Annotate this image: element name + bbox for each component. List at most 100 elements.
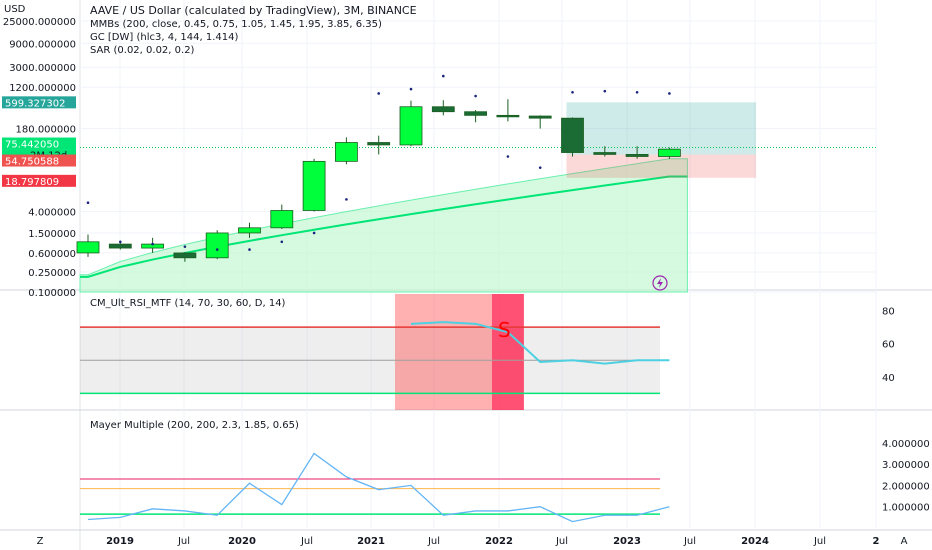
candle-body (270, 210, 294, 229)
x-tick-label: Jul (427, 536, 440, 547)
sar-dot (603, 89, 607, 93)
candle-body (76, 241, 100, 254)
candle-body (173, 252, 197, 259)
price-tick-label: 180.000000 (16, 125, 76, 136)
range-box-loss (566, 154, 756, 178)
candle-body (528, 115, 552, 119)
x-tick-label: 2020 (228, 536, 256, 547)
mayer-tick-label: 2.000000 (882, 481, 930, 492)
sar-dot (442, 74, 445, 78)
rsi-pane[interactable] (80, 294, 670, 410)
x-tick-label: 2021 (357, 536, 385, 547)
main-price-pane[interactable] (76, 74, 876, 293)
price-badge-label: 18.797809 (5, 177, 59, 188)
candle-body (205, 232, 229, 259)
candle-body (593, 152, 617, 155)
candle-body (302, 160, 326, 211)
sar-dot (409, 87, 413, 91)
rsi-overbought-highlight (395, 294, 492, 410)
price-tick-label: 1200.000000 (9, 83, 76, 94)
price-badge (2, 137, 76, 150)
candle-body (625, 154, 649, 157)
candle-body (399, 106, 423, 146)
sar-dot (377, 92, 381, 95)
rsi-line (410, 321, 670, 365)
indicator-gc-label[interactable]: GC [DW] (hlc3, 4, 144, 1.414) (90, 32, 239, 43)
candle-body (367, 142, 391, 146)
price-badge-label: 75.442050 (5, 140, 59, 151)
mayer-pane[interactable] (80, 452, 670, 523)
indicator-sar-label[interactable]: SAR (0.02, 0.02, 0.2) (90, 45, 195, 56)
mayer-tick-label: 1.000000 (882, 503, 930, 514)
x-tick-label: Jul (177, 536, 190, 547)
x-tick-label: Jul (555, 536, 568, 547)
sar-dot (119, 240, 122, 244)
candle-body (561, 117, 584, 153)
sar-dot (312, 231, 316, 235)
price-tick-label: 1.500000 (28, 229, 76, 240)
sar-dot (151, 242, 154, 246)
rsi-sell-signal: S (498, 318, 511, 342)
sar-dot (506, 155, 510, 158)
price-tick-label: 9000.000000 (9, 39, 76, 50)
x-tick-label: Jul (683, 536, 696, 547)
sar-dot (668, 92, 671, 95)
rsi-sell-highlight (491, 294, 524, 410)
sar-dot (248, 248, 251, 251)
zoom-control[interactable]: Z (37, 536, 44, 547)
x-tick-label: 2023 (613, 536, 641, 547)
x-tick-label: 2019 (106, 536, 134, 547)
sar-dot (571, 91, 574, 94)
price-tick-label: 0.100000 (28, 288, 76, 299)
mayer-line (87, 452, 670, 523)
candle-body (496, 114, 520, 118)
price-badge (2, 174, 76, 187)
candle-body (334, 142, 358, 162)
lightning-icon[interactable] (652, 275, 668, 291)
currency-label: USD (4, 4, 26, 15)
price-tick-label: 4.000000 (28, 208, 76, 219)
rsi-tick-label: 40 (882, 373, 895, 384)
gc-basis-line (80, 175, 688, 278)
indicator-mmbs-label[interactable]: MMBs (200, close, 0.45, 0.75, 1.05, 1.45… (90, 19, 382, 30)
candle-body (238, 227, 261, 234)
price-badge (2, 154, 76, 167)
sar-dot (474, 94, 477, 98)
price-tick-label: 0.250000 (28, 268, 76, 279)
x-tick-label: 2024 (741, 536, 769, 547)
mayer-title[interactable]: Mayer Multiple (200, 200, 2.3, 1.85, 0.6… (90, 420, 299, 431)
chart-title[interactable]: AAVE / US Dollar (calculated by TradingV… (90, 4, 417, 17)
price-tick-label: 25000.000000 (3, 17, 76, 28)
rsi-title[interactable]: CM_Ult_RSI_MTF (14, 70, 30, 60, D, 14) (90, 298, 286, 309)
x-tick-label: Jul (813, 536, 826, 547)
candle-body (464, 111, 488, 116)
sar-dot (345, 198, 348, 201)
axes: 2019 Jul 2020 Jul 2021 Jul 2022 Jul 2023 Jul 2024 J… (2, 17, 930, 547)
sar-dot (635, 91, 639, 94)
x-tick-label: 2022 (485, 536, 513, 547)
sar-dot (183, 245, 187, 248)
auto-scale-control[interactable]: A (901, 536, 908, 547)
gc-band-fill (79, 158, 688, 293)
price-badge-label: 54.750588 (5, 157, 59, 168)
rsi-tick-label: 60 (882, 340, 895, 351)
sar-dot (280, 240, 284, 244)
mayer-tick-label: 3.000000 (882, 460, 930, 471)
price-tick-label: 0.600000 (28, 249, 76, 260)
candle-body (431, 106, 455, 113)
x-tick-label: Jul (300, 536, 313, 547)
sar-dot (538, 166, 542, 169)
range-box-profit (566, 102, 756, 155)
price-badge-label: 599.327302 (5, 98, 65, 109)
mayer-tick-label: 4.000000 (882, 439, 930, 450)
candle-body (108, 243, 132, 249)
sar-dot (215, 248, 219, 251)
candle-body (658, 148, 681, 157)
sar-dot (86, 201, 90, 205)
price-badge (2, 96, 76, 109)
x-tick-label: 2 (873, 536, 880, 547)
price-tick-label: 3000.000000 (9, 63, 76, 74)
rsi-tick-label: 80 (882, 307, 895, 318)
